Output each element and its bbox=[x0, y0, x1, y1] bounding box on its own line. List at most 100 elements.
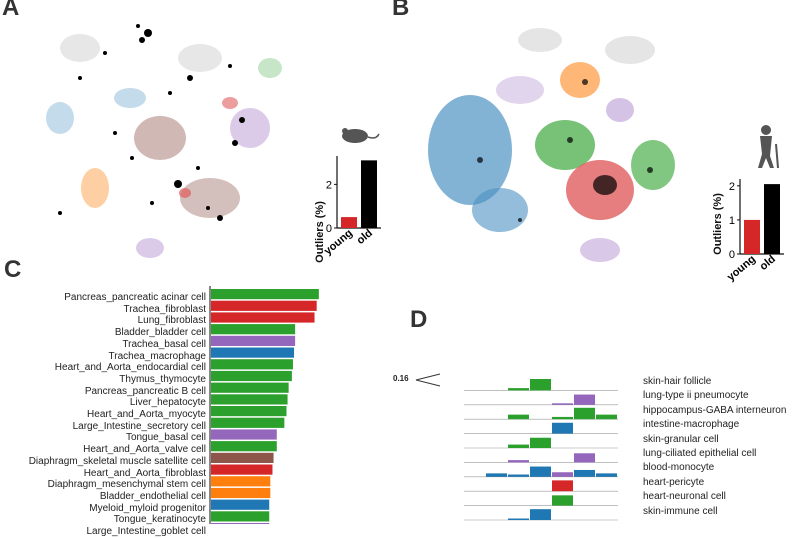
umap-cluster bbox=[606, 98, 634, 122]
heatmap-row-label: heart-neuronal cell bbox=[643, 491, 726, 503]
umap-cluster bbox=[580, 238, 620, 262]
heatmap-cell bbox=[552, 495, 573, 506]
heatmap-cell bbox=[552, 472, 573, 477]
bar bbox=[211, 417, 285, 428]
umap-cluster bbox=[472, 188, 528, 232]
bar-label: Bladder_endothelial cell bbox=[99, 490, 206, 502]
annotation-bracket bbox=[415, 373, 441, 387]
umap-cluster bbox=[428, 95, 512, 205]
bar-label: Trachea_basal cell bbox=[122, 338, 206, 350]
bar-label: Trachea_macrophage bbox=[108, 350, 206, 362]
heatmap-row-label: blood-monocyte bbox=[643, 462, 715, 474]
heatmap-row-label: heart-pericyte bbox=[643, 476, 705, 488]
bar-label: Thymus_thymocyte bbox=[119, 373, 206, 385]
x-tick-label: old bbox=[355, 227, 375, 247]
bar-label: Large_Intestine_goblet cell bbox=[86, 526, 206, 537]
umap-cluster bbox=[496, 76, 544, 104]
bar bbox=[211, 370, 292, 382]
bar bbox=[211, 335, 296, 346]
mouse-icon bbox=[342, 128, 380, 143]
y-tick-label: 2 bbox=[729, 181, 735, 193]
y-tick-label: 2 bbox=[326, 179, 332, 191]
bar-chart-labels: Pancreas_pancreatic acinar cell Trachea_f… bbox=[0, 288, 206, 537]
bar-label: Tongue_basal cell bbox=[125, 432, 206, 444]
umap-cluster bbox=[60, 34, 100, 62]
bar-label: Lung_fibroblast bbox=[137, 315, 206, 327]
bar bbox=[211, 300, 317, 311]
heatmap-cell bbox=[508, 414, 529, 420]
heatmap-row-label: skin-hair follicle bbox=[643, 376, 712, 387]
heatmap-cell bbox=[508, 474, 529, 477]
bar-label: Pancreas_pancreatic B cell bbox=[84, 385, 206, 397]
bar bbox=[211, 382, 289, 393]
bar bbox=[211, 464, 273, 475]
umap-cluster bbox=[81, 168, 109, 208]
bar bbox=[211, 499, 270, 510]
umap-cluster bbox=[535, 120, 595, 170]
bar bbox=[211, 347, 295, 358]
umap-cluster bbox=[560, 62, 600, 98]
heatmap-cell bbox=[552, 403, 573, 405]
bar-label: Large_Intestine_secretory cell bbox=[72, 420, 206, 432]
panel-label-c: C bbox=[4, 256, 22, 283]
bar bbox=[211, 394, 288, 405]
heatmap-cell bbox=[508, 388, 529, 391]
umap-cluster bbox=[605, 36, 655, 64]
bar bbox=[211, 429, 277, 440]
umap-cluster bbox=[258, 58, 282, 78]
bar-label: Liver_hepatocyte bbox=[129, 397, 206, 409]
heatmap-row-label: lung-ciliated epithelial cell bbox=[643, 448, 757, 459]
umap-clusters-mouse bbox=[46, 34, 282, 258]
heatmap-cell bbox=[574, 453, 595, 463]
heatmap-cell bbox=[574, 394, 595, 405]
heatmap-cell-types bbox=[464, 379, 618, 521]
y-tick-label: 0 bbox=[729, 249, 735, 261]
bar bbox=[211, 476, 271, 487]
heatmap-cell bbox=[530, 379, 551, 391]
umap-cluster bbox=[180, 178, 240, 218]
heatmap-cell bbox=[596, 414, 617, 420]
heatmap-row-label: lung-type ii pneumocyte bbox=[643, 390, 749, 402]
heatmap-cell bbox=[508, 460, 529, 463]
heatmap-cell bbox=[508, 444, 529, 448]
heatmap-cell bbox=[486, 473, 507, 477]
heatmap-cell bbox=[552, 416, 573, 420]
y-tick-label: 1 bbox=[729, 215, 735, 227]
panel-label-d: D bbox=[410, 306, 428, 333]
heatmap-row-label: intestine-macrophage bbox=[643, 419, 740, 431]
bar-label: Heart_and_Aorta_endocardial cell bbox=[54, 362, 206, 374]
bar bbox=[211, 289, 319, 300]
bar-label: Pancreas_pancreatic acinar cell bbox=[64, 292, 206, 303]
panel-label-b: B bbox=[392, 0, 410, 21]
heatmap-cell bbox=[552, 422, 573, 434]
bar-label: Diaphragm_skeletal muscle satellite cell bbox=[28, 455, 206, 467]
umap-outliers-mouse bbox=[58, 24, 245, 221]
bar bbox=[211, 324, 296, 335]
bar-label: Heart_and_Aorta_fibroblast bbox=[83, 467, 206, 479]
bar-young bbox=[744, 219, 760, 254]
umap-cluster bbox=[518, 28, 562, 52]
heatmap-cell bbox=[530, 437, 551, 448]
umap-cluster bbox=[134, 116, 186, 160]
bar-chart-cell-types bbox=[209, 286, 319, 524]
panel-label-a: A bbox=[2, 0, 20, 21]
bar bbox=[211, 312, 315, 323]
heatmap-cell bbox=[596, 473, 617, 477]
heatmap-row-label: hippocampus-GABA interneuron bbox=[643, 404, 787, 416]
heatmap-row-label: skin-granular cell bbox=[643, 433, 719, 445]
y-tick-label: 0 bbox=[326, 223, 332, 235]
bar bbox=[211, 441, 277, 452]
bar bbox=[211, 359, 293, 370]
heatmap-cell bbox=[574, 407, 595, 420]
bar bbox=[211, 452, 274, 463]
bar-label: Trachea_fibroblast bbox=[123, 303, 206, 315]
heatmap-cell bbox=[530, 466, 551, 477]
umap-plot-mouse bbox=[46, 24, 282, 258]
bar-young bbox=[341, 217, 357, 228]
heatmap-cell bbox=[508, 518, 529, 520]
umap-cluster bbox=[46, 102, 74, 134]
heatmap-cell bbox=[530, 509, 551, 520]
umap-cluster bbox=[114, 88, 146, 108]
umap-cluster bbox=[179, 188, 191, 198]
umap-clusters-human bbox=[428, 28, 675, 262]
